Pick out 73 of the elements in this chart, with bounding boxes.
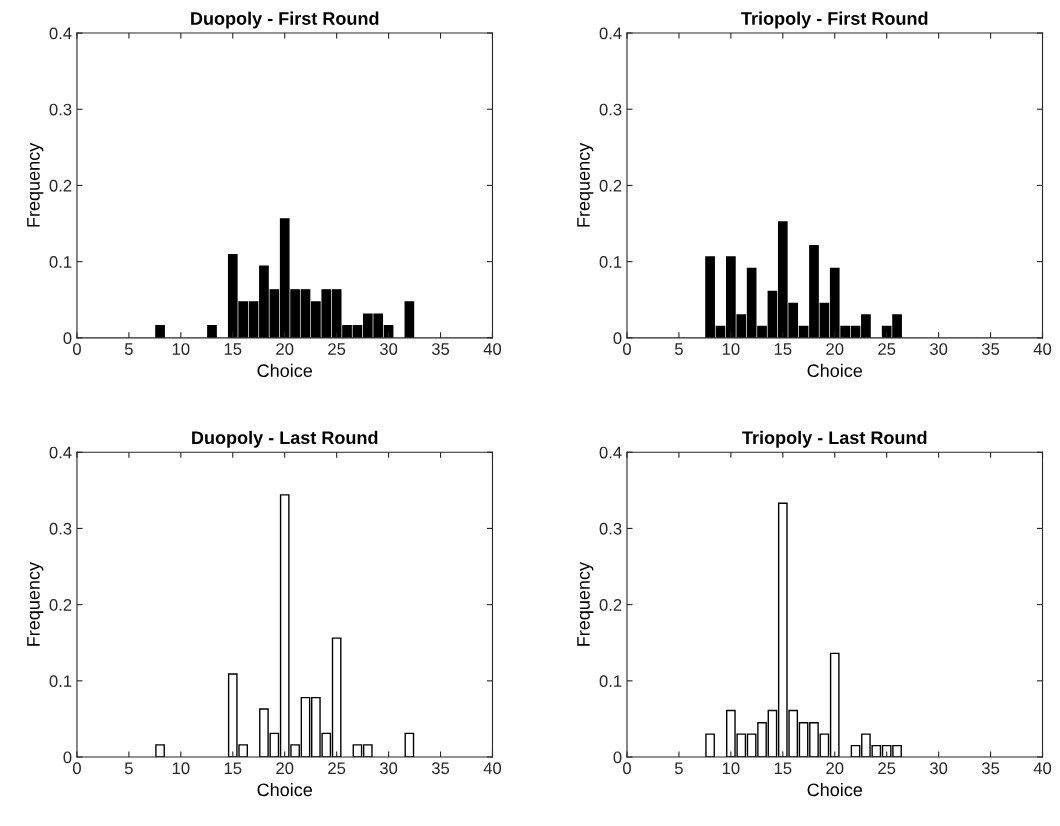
y-tick-label: 0.4 (599, 446, 622, 459)
x-tick-label: 25 (328, 343, 346, 355)
x-tick-label: 15 (774, 762, 792, 775)
x-tick-label: 10 (172, 343, 190, 355)
y-tick-label: 0.4 (49, 27, 72, 40)
x-tick-label: 35 (431, 762, 450, 775)
x-tick-label: 25 (878, 343, 896, 355)
x-tick-label: 35 (981, 762, 1000, 775)
x-tick-label: 30 (930, 762, 948, 775)
x-tick-label: 40 (483, 343, 502, 355)
y-tick-label: 0 (613, 751, 622, 764)
y-tick-label: 0.3 (49, 103, 72, 116)
bar (155, 324, 165, 338)
y-tick-label: 0.3 (49, 522, 72, 535)
x-tick-label: 0 (623, 343, 631, 355)
bar (155, 744, 165, 758)
x-tick-label: 15 (774, 343, 792, 355)
x-tick-label: 20 (826, 762, 844, 775)
chart-title: Duopoly - Last Round (192, 430, 378, 448)
x-axis-title: Choice (807, 363, 863, 378)
y-tick-label: 0.4 (599, 27, 622, 40)
x-tick-label: 35 (981, 343, 1000, 355)
x-tick-label: 10 (722, 343, 740, 355)
x-tick-label: 25 (878, 762, 896, 775)
x-axis-title: Choice (257, 363, 313, 378)
y-tick-label: 0.1 (599, 675, 622, 688)
x-tick-label: 0 (72, 762, 81, 775)
bar (705, 733, 715, 758)
x-tick-label: 5 (674, 762, 683, 775)
x-tick-label: 30 (379, 762, 398, 775)
x-tick-label: 20 (826, 343, 844, 355)
y-axis-title: Frequency (577, 562, 594, 646)
chart-title: Triopoly - First Round (741, 11, 928, 29)
x-tick-label: 35 (431, 343, 450, 355)
y-tick-label: 0.1 (599, 256, 622, 268)
y-tick-label: 0.1 (49, 256, 72, 268)
x-tick-label: 30 (930, 343, 948, 355)
x-tick-label: 0 (623, 762, 631, 775)
x-tick-label: 20 (276, 343, 294, 355)
x-tick-label: 25 (328, 762, 346, 775)
x-tick-label: 40 (1033, 343, 1052, 355)
y-tick-label: 0 (63, 751, 72, 764)
y-tick-label: 0.1 (49, 675, 72, 688)
y-tick-label: 0.2 (599, 599, 622, 611)
x-tick-label: 5 (124, 343, 133, 355)
bar (404, 301, 415, 338)
x-tick-label: 20 (276, 762, 294, 775)
y-tick-label: 0.4 (49, 446, 72, 459)
y-axis-title: Frequency (577, 142, 594, 227)
x-tick-label: 15 (224, 762, 242, 775)
y-tick-label: 0.2 (599, 179, 622, 192)
chart-title: Triopoly - Last Round (742, 430, 927, 448)
chart-title: Duopoly - First Round (191, 11, 379, 29)
y-tick-label: 0.2 (49, 179, 72, 192)
x-tick-label: 15 (224, 343, 242, 355)
y-tick-label: 0.3 (599, 103, 622, 116)
y-tick-label: 0 (63, 332, 72, 345)
y-axis-title: Frequency (27, 562, 44, 646)
x-tick-label: 5 (124, 762, 133, 775)
y-tick-label: 0.3 (599, 522, 622, 535)
x-tick-label: 30 (379, 343, 398, 355)
x-tick-label: 40 (483, 762, 502, 775)
x-tick-label: 0 (72, 343, 81, 355)
y-tick-label: 0 (613, 332, 622, 345)
x-axis-title: Choice (807, 782, 863, 797)
x-tick-label: 10 (172, 762, 190, 775)
x-tick-label: 5 (674, 343, 683, 355)
y-tick-label: 0.2 (49, 599, 72, 611)
x-tick-label: 10 (722, 762, 740, 775)
x-axis-title: Choice (257, 782, 313, 797)
y-axis-title: Frequency (27, 142, 44, 227)
x-tick-label: 40 (1033, 762, 1052, 775)
bar (207, 324, 217, 338)
